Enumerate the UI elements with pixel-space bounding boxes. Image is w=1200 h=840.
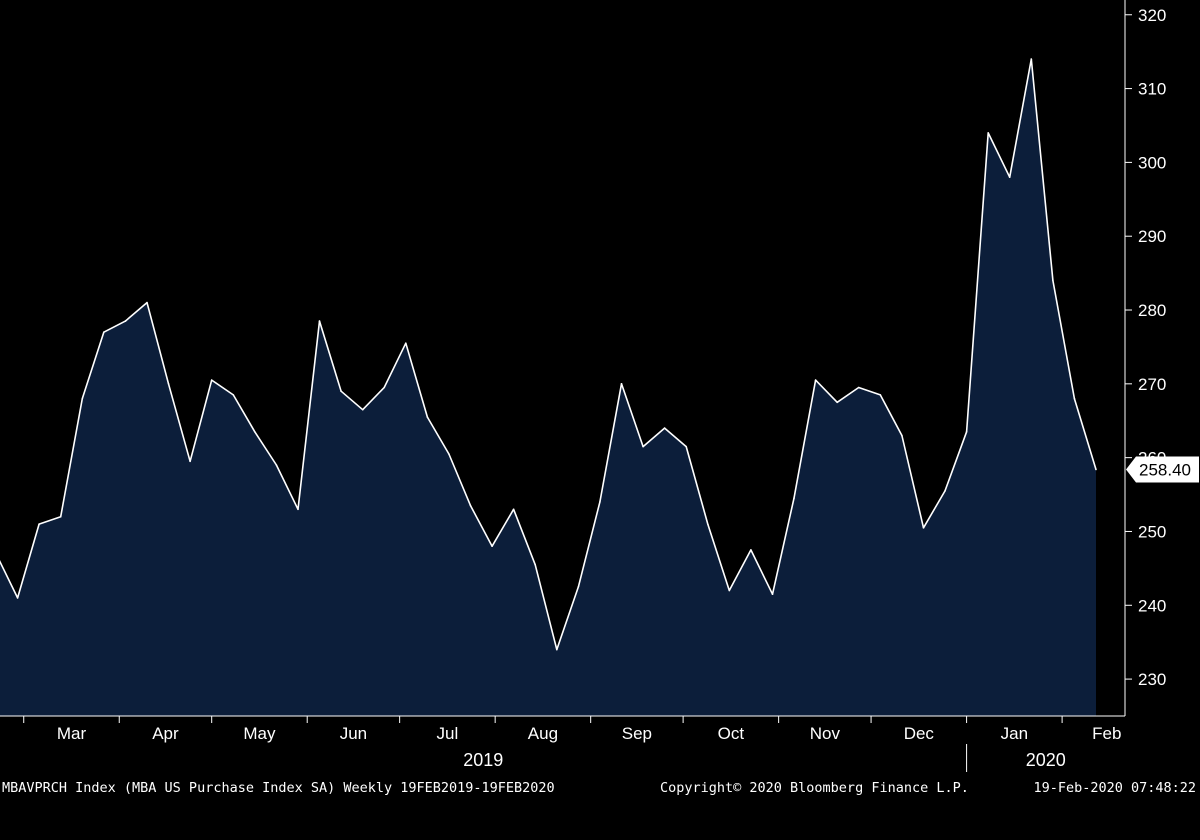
- data-point: [512, 508, 515, 511]
- data-point: [556, 648, 558, 651]
- data-point: [167, 383, 170, 385]
- x-tick-label: Jan: [1001, 724, 1028, 743]
- data-point: [707, 523, 709, 525]
- data-point: [1073, 397, 1076, 400]
- data-point: [1052, 279, 1054, 282]
- x-tick-label: Jun: [340, 724, 367, 743]
- data-point: [59, 515, 62, 518]
- year-label: 2020: [1026, 750, 1066, 770]
- last-value-text: 258.40: [1139, 460, 1191, 479]
- x-tick-label: Apr: [152, 724, 179, 743]
- data-point: [1095, 468, 1097, 471]
- data-point: [469, 504, 472, 507]
- data-point: [318, 320, 321, 322]
- x-axis: Mar Apr May Jun Jul Aug Sep Oct Nov Dec Jan Feb 2019…: [0, 715, 1125, 772]
- x-tick-label: Jul: [437, 724, 459, 743]
- footer-copyright: Copyright© 2020 Bloomberg Finance L.P.: [660, 780, 969, 796]
- y-tick-label: 320: [1138, 6, 1166, 25]
- x-tick-label: May: [243, 724, 276, 743]
- data-point: [922, 527, 925, 529]
- data-point: [685, 445, 687, 448]
- data-point: [1008, 176, 1011, 178]
- x-tick-label: Sep: [622, 724, 652, 743]
- data-point: [254, 431, 256, 433]
- x-tick-label: Aug: [528, 724, 558, 743]
- y-tick-label: 250: [1138, 522, 1166, 541]
- data-point: [275, 464, 278, 466]
- data-point: [103, 331, 105, 334]
- y-tick-label: 240: [1138, 596, 1166, 615]
- data-point: [124, 320, 127, 322]
- data-point: [383, 386, 386, 389]
- data-point: [901, 434, 903, 437]
- footer-security-description: MBAVPRCH Index (MBA US Purchase Index SA…: [2, 780, 555, 796]
- data-point: [836, 401, 838, 404]
- data-point: [879, 394, 882, 396]
- data-point: [81, 397, 84, 400]
- data-point: [793, 497, 795, 500]
- data-point: [189, 460, 191, 463]
- last-value-label: 258.40: [1126, 456, 1199, 483]
- data-point: [771, 593, 774, 595]
- x-tick-label: Mar: [57, 724, 87, 743]
- data-point: [361, 408, 364, 411]
- data-point: [944, 490, 946, 492]
- data-point: [987, 132, 989, 134]
- footer: MBAVPRCH Index (MBA US Purchase Index SA…: [0, 776, 1200, 800]
- y-tick-label: 230: [1138, 670, 1166, 689]
- data-point: [534, 563, 536, 566]
- data-point: [16, 597, 19, 599]
- data-point: [340, 390, 342, 393]
- data-point: [491, 545, 493, 547]
- plot-area: [0, 58, 1097, 716]
- y-tick-label: 290: [1138, 227, 1166, 246]
- data-point: [965, 431, 968, 433]
- data-point: [38, 523, 40, 525]
- year-label: 2019: [463, 750, 503, 770]
- data-point: [210, 379, 213, 381]
- data-point: [1030, 58, 1033, 60]
- y-tick-label: 280: [1138, 301, 1166, 320]
- x-tick-label: Dec: [904, 724, 935, 743]
- data-point: [663, 427, 666, 429]
- data-point: [146, 301, 148, 304]
- series-line: [0, 58, 1097, 651]
- data-point: [857, 386, 860, 389]
- last-value-box: [1126, 456, 1199, 483]
- data-point: [750, 549, 752, 551]
- x-tick-label: Oct: [718, 724, 745, 743]
- data-point: [728, 589, 731, 592]
- y-tick-label: 310: [1138, 80, 1166, 99]
- data-point: [405, 342, 407, 345]
- data-point: [642, 445, 644, 448]
- x-tick-label: Nov: [810, 724, 841, 743]
- y-tick-label: 300: [1138, 153, 1166, 172]
- y-axis: 230240250260270280290300310320258.40: [1124, 0, 1199, 716]
- data-point: [426, 416, 429, 418]
- data-point: [599, 501, 601, 503]
- data-point: [448, 453, 450, 455]
- data-point: [297, 508, 299, 511]
- footer-timestamp: 19-Feb-2020 07:48:22: [1033, 780, 1196, 796]
- x-tick-label: Feb: [1092, 724, 1121, 743]
- y-tick-label: 270: [1138, 375, 1166, 394]
- data-point: [232, 394, 235, 396]
- data-point: [620, 383, 623, 385]
- data-point: [814, 379, 817, 381]
- data-point: [577, 586, 580, 588]
- series-area: [0, 59, 1096, 716]
- chart: 230240250260270280290300310320258.40 Mar…: [0, 0, 1199, 772]
